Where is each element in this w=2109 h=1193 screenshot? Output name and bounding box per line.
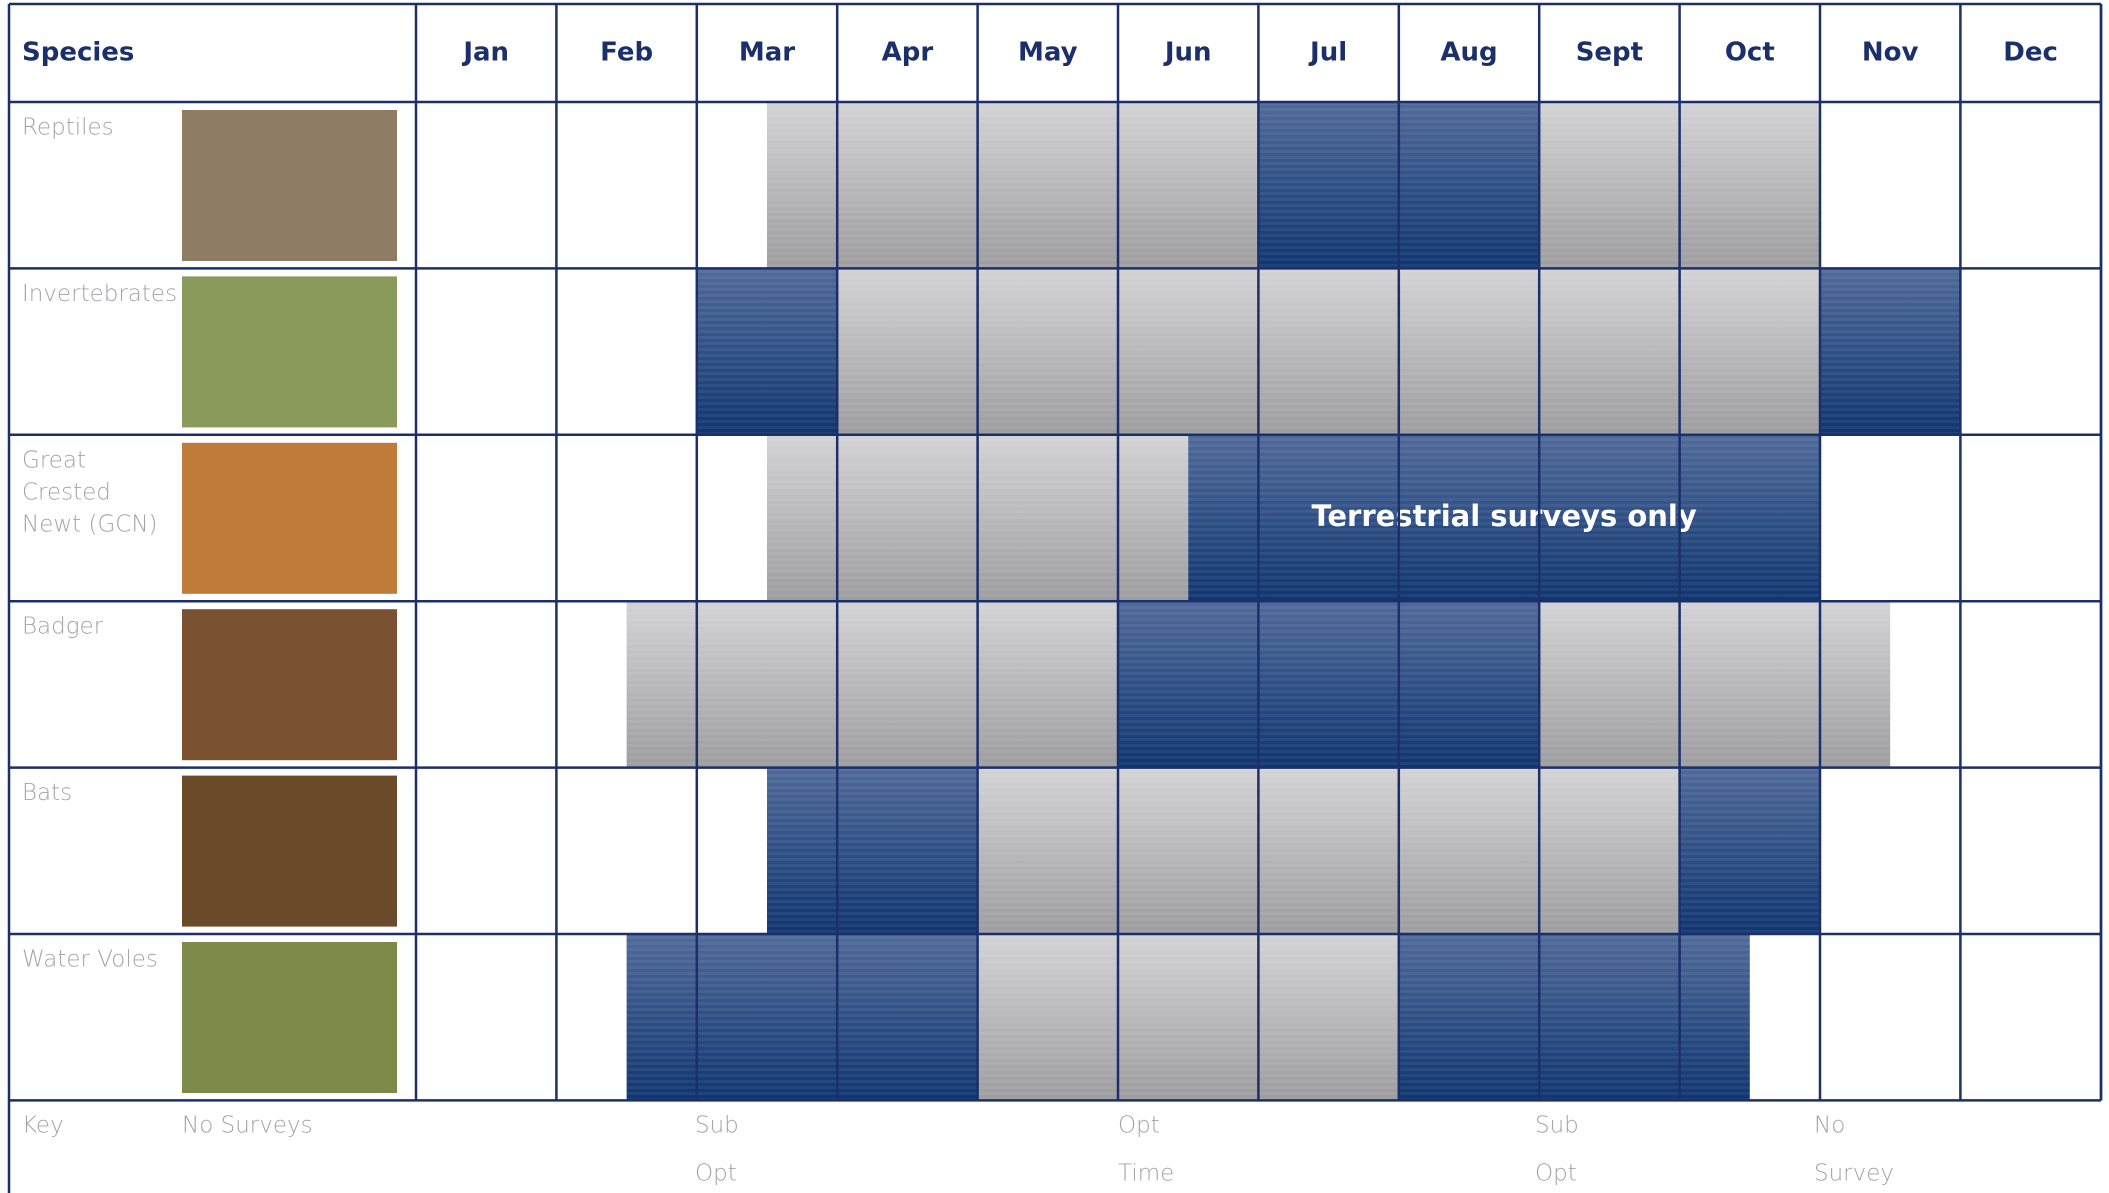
month-header: May (1018, 38, 1078, 68)
stripe-overlay (1539, 601, 1890, 767)
key-item: Opt (695, 1161, 737, 1187)
stripe-overlay (697, 268, 837, 434)
species-name: Great (22, 447, 86, 473)
stripe-overlay (767, 102, 1258, 268)
stripe-overlay (1399, 934, 1750, 1100)
species-name: Newt (GCN) (22, 511, 158, 537)
month-header: Jan (461, 38, 509, 68)
stripe-overlay (1820, 268, 1960, 434)
species-header: Species (22, 38, 134, 68)
key-item: Opt (1118, 1113, 1160, 1139)
stripe-overlay (1680, 768, 1820, 934)
month-header: Apr (882, 38, 934, 68)
month-header: Mar (739, 38, 795, 68)
key-item: Time (1118, 1161, 1174, 1187)
species-photo (182, 443, 397, 594)
stripe-overlay (627, 601, 1118, 767)
species-photo (182, 609, 397, 760)
species-name: Badger (22, 614, 104, 640)
month-header: Jun (1163, 38, 1212, 68)
month-header: Aug (1440, 38, 1497, 68)
stripe-overlay (627, 934, 978, 1100)
month-header: Nov (1862, 38, 1919, 68)
month-header: Jul (1308, 38, 1347, 68)
month-header: Dec (2003, 38, 2058, 68)
species-photo (182, 776, 397, 927)
species-name: Reptiles (22, 115, 114, 141)
stripe-overlay (1118, 601, 1539, 767)
month-header: Feb (600, 38, 653, 68)
key-item: No Surveys (182, 1113, 313, 1139)
key-item: Sub (695, 1113, 739, 1139)
species-photo (182, 276, 397, 427)
key-item: Sub (1535, 1113, 1579, 1139)
period-label: Terrestrial surveys only (1311, 499, 1696, 533)
species-photo (182, 110, 397, 261)
month-header: Sept (1576, 38, 1643, 68)
stripe-overlay (978, 768, 1680, 934)
key-item: No (1814, 1113, 1845, 1139)
species-name: Crested (22, 479, 111, 505)
key-item: Opt (1535, 1161, 1577, 1187)
species-name: Invertebrates (22, 281, 177, 307)
key-title: Key (22, 1113, 64, 1139)
stripe-overlay (978, 934, 1399, 1100)
stripe-overlay (837, 268, 1820, 434)
species-name: Water Voles (22, 947, 158, 973)
species-name: Bats (22, 780, 72, 806)
month-header: Oct (1725, 38, 1775, 68)
species-photo (182, 942, 397, 1093)
survey-calendar: Species Jan Feb Mar Apr May Jun Jul Aug Sept Oct N… (0, 0, 2109, 1193)
stripe-overlay (767, 768, 978, 934)
key-item: Survey (1814, 1161, 1894, 1187)
